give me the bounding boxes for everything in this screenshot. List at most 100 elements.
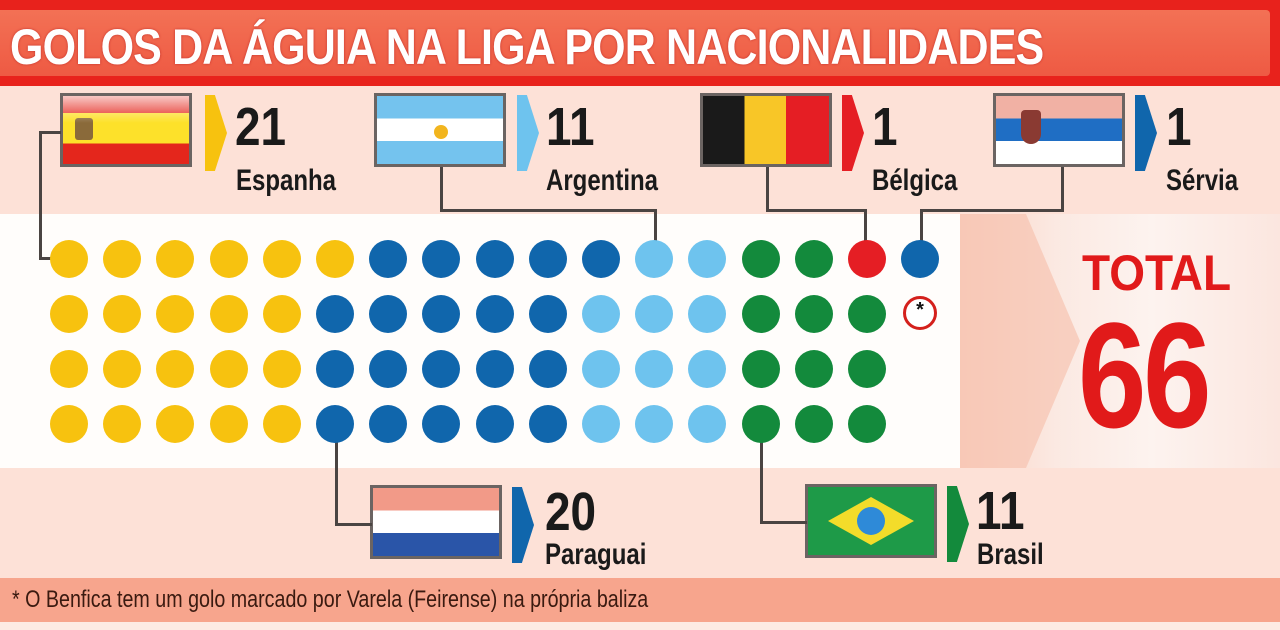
argentina-connector [440,167,443,211]
goal-dot [901,240,940,278]
spain-flag [60,93,192,167]
goal-dot [635,350,674,388]
serbia-goals: 1 [1166,97,1192,157]
bottom-strip [0,622,1280,630]
goal-dot [262,295,301,333]
serbia-connector [920,209,923,241]
spain-connector [39,131,42,259]
goal-dot [475,350,514,388]
goal-dot [316,405,354,443]
goal-dot [156,240,195,278]
argentina-connector [440,209,656,212]
goal-dot [741,240,780,278]
goal-dot [794,240,833,278]
goal-dot [262,350,301,388]
goal-dot [528,240,567,278]
goal-dot [156,350,195,388]
goal-dot [848,295,886,333]
footnote: * O Benfica tem um golo marcado por Vare… [12,586,649,613]
goal-dot [50,405,88,443]
goal-dot [316,295,354,333]
goal-dot [741,295,780,333]
paraguay-connector [335,440,338,526]
goal-dot [103,295,142,333]
goal-dot [262,405,301,443]
goal-dot [688,350,727,388]
lower-band [0,468,1280,578]
goal-dot [741,350,780,388]
total-label: TOTAL [1082,245,1232,301]
brazil-connector [760,440,763,524]
goal-dot [528,350,567,388]
goal-dot [369,295,408,333]
goal-dot [848,405,886,443]
goal-dot [475,240,514,278]
belgium-flag [700,93,832,167]
goal-dot [794,295,833,333]
goal-dot [688,295,727,333]
goal-dot [156,295,195,333]
chart-title: GOLOS DA ÁGUIA NA LIGA POR NACIONALIDADE… [10,19,1044,75]
spain-connector [39,257,51,260]
goal-dot [794,350,833,388]
title-band: GOLOS DA ÁGUIA NA LIGA POR NACIONALIDADE… [0,10,1270,76]
goal-dot [50,350,88,388]
brazil-connector [760,521,807,524]
argentina-goals: 11 [546,97,595,157]
argentina-connector [654,209,657,241]
belgium-connector [766,209,866,212]
goal-dot [582,240,620,278]
serbia-label: Sérvia [1166,164,1239,197]
goal-dot [475,405,514,443]
goal-dot [528,405,567,443]
goal-dot [422,405,461,443]
paraguay-flag [370,485,502,559]
goal-dot [103,405,142,443]
brazil-flag [805,484,937,558]
goal-dot [316,350,354,388]
paraguay-label: Paraguai [545,538,647,571]
goal-dot [369,405,408,443]
brazil-label: Brasil [977,538,1044,571]
goal-dot [635,295,674,333]
goal-dot [209,295,248,333]
brazil-goals: 11 [976,481,1025,541]
goal-dot [50,240,88,278]
serbia-flag [993,93,1125,167]
own-goal-marker: * [903,296,937,330]
argentina-flag [374,93,506,167]
serbia-connector [1061,167,1064,211]
belgium-connector [766,167,769,211]
goal-dot [103,240,142,278]
goal-dot [422,240,461,278]
goal-dot [688,405,727,443]
goal-dot [635,405,674,443]
goal-dot [156,405,195,443]
belgium-label: Bélgica [872,164,958,197]
goal-dot [209,405,248,443]
argentina-label: Argentina [546,164,659,197]
spain-goals: 21 [235,97,287,157]
goal-dot [209,350,248,388]
paraguay-connector [335,523,372,526]
goal-dot [582,350,620,388]
goal-dot [50,295,88,333]
goal-dot [528,295,567,333]
paraguay-goals: 20 [545,482,597,542]
goal-dot [582,405,620,443]
goal-dot [369,350,408,388]
total-value: 66 [1078,291,1212,459]
goal-dot [103,350,142,388]
goal-dot [209,240,248,278]
belgium-goals: 1 [872,97,898,157]
goal-dot [688,240,727,278]
spain-connector [39,131,61,134]
goal-dot [582,295,620,333]
goal-dot [848,240,886,278]
goal-dot [369,240,408,278]
belgium-connector [864,209,867,241]
goal-dot [316,240,354,278]
goal-dot [262,240,301,278]
goal-dot [422,295,461,333]
goal-dot [741,405,780,443]
